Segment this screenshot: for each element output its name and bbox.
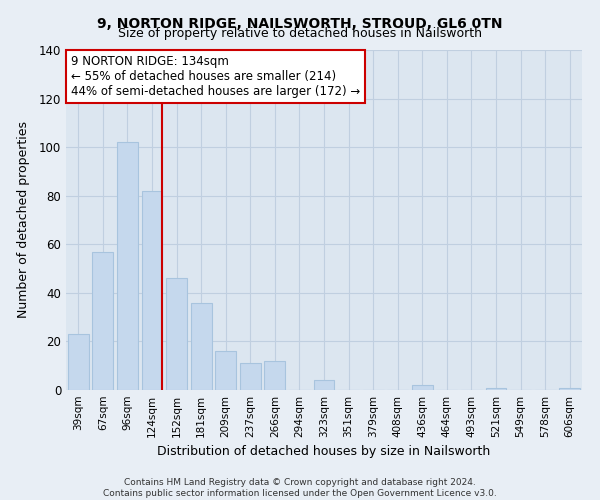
Bar xyxy=(314,380,334,390)
Bar xyxy=(240,364,261,390)
Bar xyxy=(412,385,433,390)
Bar xyxy=(92,252,113,390)
Bar xyxy=(166,278,187,390)
Text: Size of property relative to detached houses in Nailsworth: Size of property relative to detached ho… xyxy=(118,28,482,40)
Bar xyxy=(68,334,89,390)
Text: Contains HM Land Registry data © Crown copyright and database right 2024.
Contai: Contains HM Land Registry data © Crown c… xyxy=(103,478,497,498)
Y-axis label: Number of detached properties: Number of detached properties xyxy=(17,122,31,318)
Bar xyxy=(191,302,212,390)
Bar xyxy=(215,351,236,390)
Bar xyxy=(559,388,580,390)
X-axis label: Distribution of detached houses by size in Nailsworth: Distribution of detached houses by size … xyxy=(157,446,491,458)
Bar xyxy=(485,388,506,390)
Text: 9 NORTON RIDGE: 134sqm
← 55% of detached houses are smaller (214)
44% of semi-de: 9 NORTON RIDGE: 134sqm ← 55% of detached… xyxy=(71,55,361,98)
Bar xyxy=(117,142,138,390)
Text: 9, NORTON RIDGE, NAILSWORTH, STROUD, GL6 0TN: 9, NORTON RIDGE, NAILSWORTH, STROUD, GL6… xyxy=(97,18,503,32)
Bar xyxy=(142,191,163,390)
Bar xyxy=(265,361,286,390)
